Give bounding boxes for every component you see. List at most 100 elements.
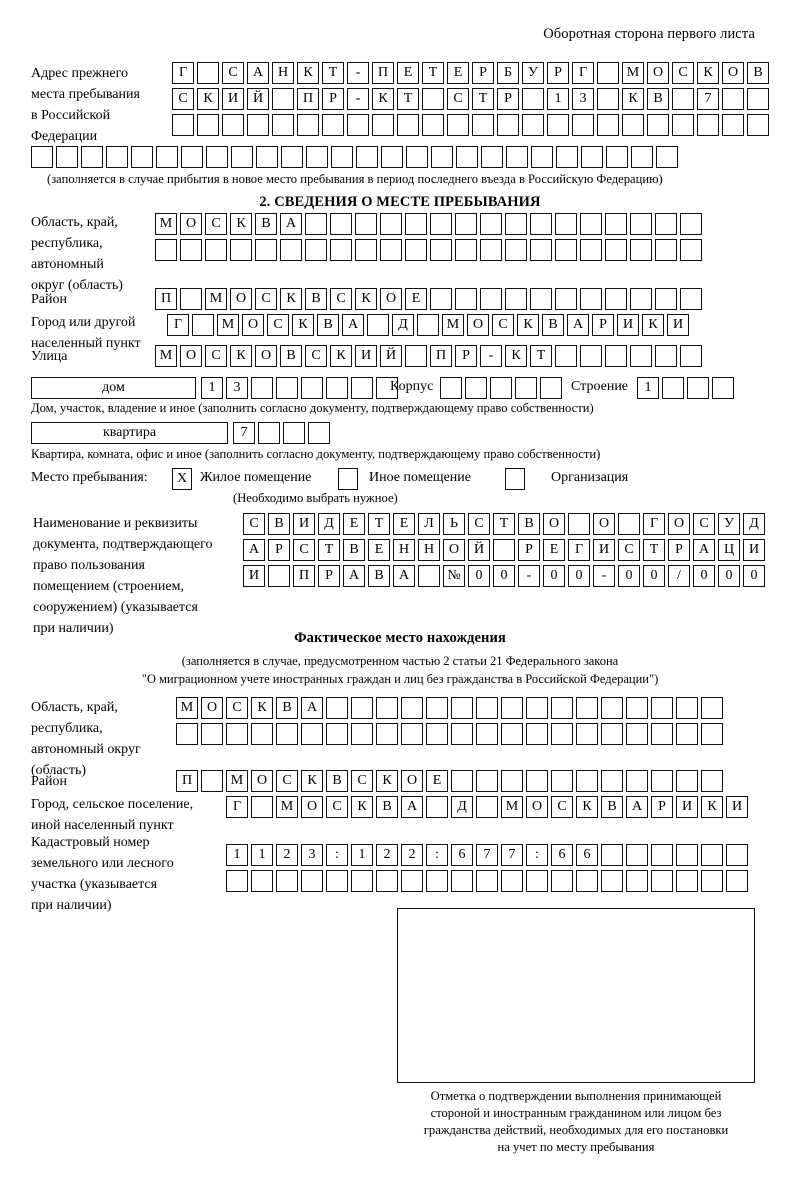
- char-cell[interactable]: [501, 697, 523, 719]
- char-cell[interactable]: [206, 146, 228, 168]
- char-cell[interactable]: М: [176, 697, 198, 719]
- char-cell[interactable]: О: [467, 314, 489, 336]
- char-cell[interactable]: 0: [743, 565, 765, 587]
- char-cell[interactable]: [405, 213, 427, 235]
- char-cell[interactable]: Г: [643, 513, 665, 535]
- char-cell[interactable]: [426, 723, 448, 745]
- char-cell[interactable]: О: [242, 314, 264, 336]
- char-cell[interactable]: [405, 239, 427, 261]
- char-cell[interactable]: С: [326, 796, 348, 818]
- char-cell[interactable]: О: [301, 796, 323, 818]
- char-cell[interactable]: [180, 288, 202, 310]
- char-cell[interactable]: И: [243, 565, 265, 587]
- char-cell[interactable]: 1: [226, 844, 248, 866]
- char-cell[interactable]: [547, 114, 569, 136]
- char-cell[interactable]: [476, 870, 498, 892]
- char-cell[interactable]: [501, 770, 523, 792]
- char-cell[interactable]: Р: [547, 62, 569, 84]
- char-cell[interactable]: [192, 314, 214, 336]
- char-cell[interactable]: В: [601, 796, 623, 818]
- char-cell[interactable]: Т: [530, 345, 552, 367]
- char-cell[interactable]: [426, 870, 448, 892]
- char-cell[interactable]: [156, 146, 178, 168]
- char-cell[interactable]: [701, 844, 723, 866]
- char-cell[interactable]: Й: [468, 539, 490, 561]
- char-cell[interactable]: [180, 239, 202, 261]
- char-cell[interactable]: С: [226, 697, 248, 719]
- char-cell[interactable]: К: [505, 345, 527, 367]
- char-cell[interactable]: [651, 870, 673, 892]
- char-cell[interactable]: М: [226, 770, 248, 792]
- char-cell[interactable]: [268, 565, 290, 587]
- char-cell[interactable]: В: [276, 697, 298, 719]
- char-cell[interactable]: Б: [497, 62, 519, 84]
- char-cell[interactable]: 3: [301, 844, 323, 866]
- char-cell[interactable]: [351, 697, 373, 719]
- char-cell[interactable]: К: [230, 345, 252, 367]
- char-cell[interactable]: [331, 146, 353, 168]
- char-cell[interactable]: [697, 114, 719, 136]
- char-cell[interactable]: [655, 345, 677, 367]
- char-cell[interactable]: [330, 239, 352, 261]
- char-cell[interactable]: [630, 239, 652, 261]
- char-cell[interactable]: [376, 723, 398, 745]
- char-cell[interactable]: [555, 288, 577, 310]
- char-cell[interactable]: [726, 844, 748, 866]
- char-cell[interactable]: Т: [643, 539, 665, 561]
- char-cell[interactable]: [687, 377, 709, 399]
- char-cell[interactable]: В: [518, 513, 540, 535]
- char-cell[interactable]: [81, 146, 103, 168]
- char-cell[interactable]: 3: [572, 88, 594, 110]
- char-cell[interactable]: -: [518, 565, 540, 587]
- char-cell[interactable]: [205, 239, 227, 261]
- char-cell[interactable]: 1: [251, 844, 273, 866]
- char-cell[interactable]: Л: [418, 513, 440, 535]
- char-cell[interactable]: И: [355, 345, 377, 367]
- char-cell[interactable]: [605, 213, 627, 235]
- char-cell[interactable]: О: [647, 62, 669, 84]
- char-cell[interactable]: А: [393, 565, 415, 587]
- char-cell[interactable]: [556, 146, 578, 168]
- char-cell[interactable]: [476, 796, 498, 818]
- cadastral-row-2[interactable]: [226, 870, 748, 892]
- char-cell[interactable]: С: [267, 314, 289, 336]
- char-cell[interactable]: 0: [693, 565, 715, 587]
- char-cell[interactable]: 0: [643, 565, 665, 587]
- char-cell[interactable]: А: [243, 539, 265, 561]
- char-cell[interactable]: К: [230, 213, 252, 235]
- char-cell[interactable]: [680, 213, 702, 235]
- char-cell[interactable]: [230, 239, 252, 261]
- char-cell[interactable]: [430, 239, 452, 261]
- char-cell[interactable]: [601, 844, 623, 866]
- char-cell[interactable]: 0: [618, 565, 640, 587]
- char-cell[interactable]: [606, 146, 628, 168]
- char-cell[interactable]: :: [526, 844, 548, 866]
- char-cell[interactable]: [493, 539, 515, 561]
- char-cell[interactable]: С: [693, 513, 715, 535]
- char-cell[interactable]: 0: [543, 565, 565, 587]
- char-cell[interactable]: [380, 239, 402, 261]
- char-cell[interactable]: [526, 697, 548, 719]
- char-cell[interactable]: [355, 213, 377, 235]
- char-cell[interactable]: [551, 770, 573, 792]
- korpus-cells[interactable]: [440, 377, 562, 399]
- char-cell[interactable]: 0: [718, 565, 740, 587]
- char-cell[interactable]: Р: [268, 539, 290, 561]
- prev-address-row-3[interactable]: [172, 114, 769, 136]
- char-cell[interactable]: В: [255, 213, 277, 235]
- char-cell[interactable]: [301, 377, 323, 399]
- document-row-3[interactable]: И П Р А В А № 0 0-0 0-0 0/0 0 0: [243, 565, 765, 587]
- char-cell[interactable]: [651, 723, 673, 745]
- char-cell[interactable]: [226, 723, 248, 745]
- char-cell[interactable]: 7: [501, 844, 523, 866]
- char-cell[interactable]: Д: [318, 513, 340, 535]
- char-cell[interactable]: [530, 288, 552, 310]
- char-cell[interactable]: [622, 114, 644, 136]
- char-cell[interactable]: [597, 114, 619, 136]
- char-cell[interactable]: [456, 146, 478, 168]
- char-cell[interactable]: [701, 770, 723, 792]
- char-cell[interactable]: 0: [568, 565, 590, 587]
